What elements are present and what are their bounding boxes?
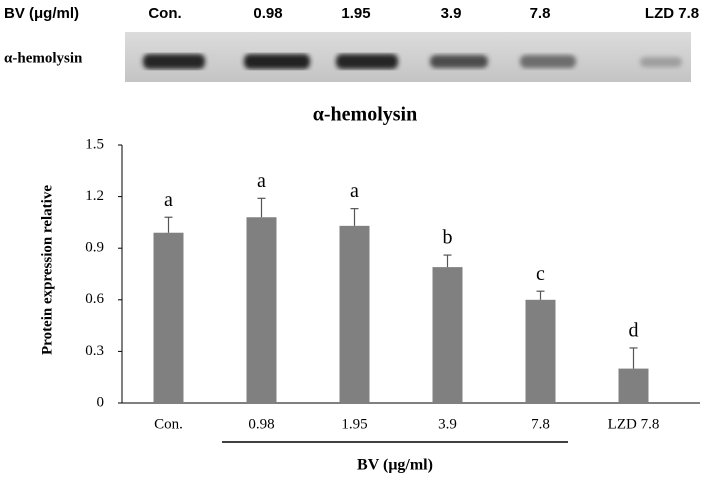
lane-label: 1.95	[341, 5, 370, 22]
lane-label: LZD 7.8	[645, 5, 699, 22]
y-tick-label: 1.2	[85, 188, 104, 204]
y-tick-label: 0.3	[85, 343, 104, 359]
x-tick-label: 1.95	[341, 416, 367, 432]
bar	[618, 368, 649, 403]
x-tick-label: 0.98	[248, 416, 274, 432]
blot-row-label: α-hemolysin	[4, 50, 83, 66]
significance-label: a	[164, 189, 173, 211]
chart-title: α-hemolysin	[313, 104, 418, 126]
x-axis-label: BV (μg/ml)	[357, 457, 433, 474]
lane-label: 0.98	[253, 5, 282, 22]
bar	[432, 267, 463, 403]
blot-bands	[143, 54, 682, 69]
significance-label: a	[257, 170, 266, 192]
significance-label: c	[536, 263, 545, 285]
lane-label: Con.	[148, 5, 181, 22]
blot-membrane	[125, 32, 691, 82]
y-axis-label: Protein expression relative	[39, 185, 55, 355]
significance-label: d	[629, 320, 639, 342]
significance-label: a	[350, 180, 359, 202]
x-tick-label: Con.	[154, 416, 183, 432]
lane-label: 7.8	[530, 5, 551, 22]
y-tick-label: 0.9	[85, 240, 104, 256]
y-tick-label: 1.5	[85, 136, 104, 152]
x-tick-label: 7.8	[531, 416, 550, 432]
bar	[339, 225, 370, 403]
bar	[153, 232, 184, 403]
bar	[525, 299, 556, 403]
y-tick-label: 0	[97, 394, 105, 410]
blot-header: BV (μg/ml)	[4, 5, 79, 22]
x-tick-label: LZD 7.8	[608, 416, 660, 432]
significance-label: b	[443, 227, 453, 249]
x-tick-label: 3.9	[438, 416, 457, 432]
bar	[246, 217, 277, 403]
y-tick-label: 0.6	[85, 291, 104, 307]
lane-label: 3.9	[441, 5, 462, 22]
